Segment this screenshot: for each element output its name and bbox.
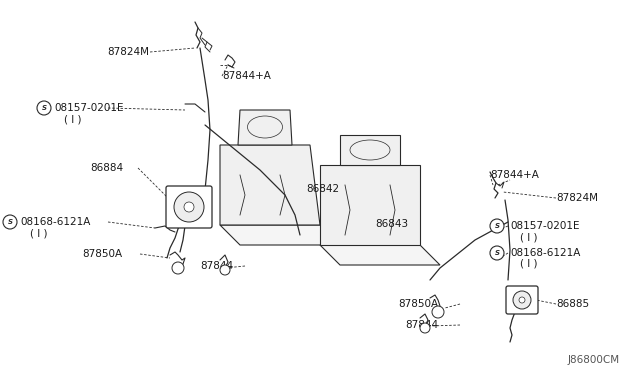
FancyBboxPatch shape [506,286,538,314]
Text: 87824M: 87824M [107,47,149,57]
Circle shape [174,192,204,222]
Text: 87844: 87844 [200,261,233,271]
Polygon shape [220,225,340,245]
Circle shape [3,215,17,229]
Circle shape [172,262,184,274]
Circle shape [490,246,504,260]
Circle shape [220,265,230,275]
Polygon shape [320,245,440,265]
Polygon shape [340,135,400,165]
Text: ( I ): ( I ) [520,232,538,242]
Polygon shape [238,110,292,145]
Circle shape [513,291,531,309]
Text: 87844+A: 87844+A [490,170,539,180]
Circle shape [184,202,194,212]
Circle shape [420,323,430,333]
Text: 87844+A: 87844+A [222,71,271,81]
Text: 08168-6121A: 08168-6121A [20,217,90,227]
Text: 86842: 86842 [306,184,339,194]
Text: S: S [495,250,499,256]
Circle shape [519,297,525,303]
Text: S: S [495,223,499,229]
Circle shape [490,219,504,233]
Text: 87850A: 87850A [398,299,438,309]
Text: J86800CM: J86800CM [568,355,620,365]
Text: ( I ): ( I ) [520,259,538,269]
Text: 87844: 87844 [405,320,438,330]
Polygon shape [320,165,420,245]
Text: 87850A: 87850A [82,249,122,259]
FancyBboxPatch shape [166,186,212,228]
Text: 86885: 86885 [556,299,589,309]
Text: 08157-0201E: 08157-0201E [510,221,579,231]
Text: 08168-6121A: 08168-6121A [510,248,580,258]
Text: ( I ): ( I ) [30,228,47,238]
Text: 86843: 86843 [375,219,408,229]
Circle shape [432,306,444,318]
Polygon shape [220,145,320,225]
Text: ( I ): ( I ) [64,114,81,124]
Text: 87824M: 87824M [556,193,598,203]
Text: S: S [42,105,47,111]
Ellipse shape [248,116,282,138]
Text: 86884: 86884 [90,163,123,173]
Ellipse shape [350,140,390,160]
Text: 08157-0201E: 08157-0201E [54,103,124,113]
Text: S: S [8,219,13,225]
Circle shape [37,101,51,115]
